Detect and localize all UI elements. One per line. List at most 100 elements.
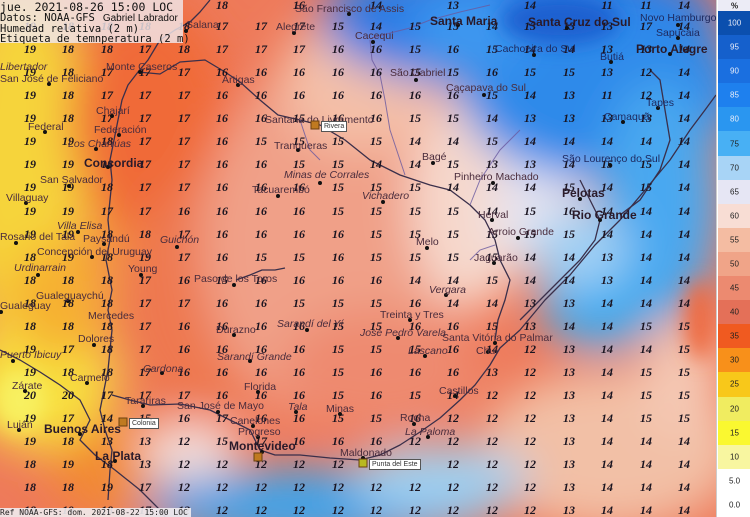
temperature-label: 15 (332, 342, 344, 356)
temperature-label: 14 (640, 250, 652, 264)
temperature-label: 16 (447, 365, 459, 379)
temperature-label: 16 (255, 296, 267, 310)
city-dot (66, 299, 70, 303)
city-dot (423, 354, 427, 358)
temperature-label: 13 (563, 480, 575, 494)
temperature-label: 16 (293, 204, 305, 218)
temperature-label: 14 (563, 273, 575, 287)
temperature-label: 18 (62, 65, 74, 79)
temperature-label: 17 (293, 42, 305, 56)
temperature-label: 17 (216, 411, 228, 425)
temperature-label: 14 (678, 134, 690, 148)
city-label: Montevideo (229, 439, 296, 453)
city-label: Castillos (439, 385, 479, 397)
station-marker-icon[interactable] (358, 458, 368, 468)
temperature-label: 13 (563, 88, 575, 102)
temperature-label: 14 (370, 0, 382, 12)
temperature-label: 13 (563, 365, 575, 379)
city-dot (184, 29, 188, 33)
temperature-label: 18 (101, 457, 113, 471)
humidity-legend: % 100 95 90 85 80 75 70 65 60 55 50 45 40 35 30 25 20 15 1… (716, 0, 750, 517)
temperature-label: 17 (139, 88, 151, 102)
city-label: Luján (7, 419, 33, 431)
temperature-label: 15 (678, 411, 690, 425)
city-dot (486, 350, 490, 354)
temperature-label: 19 (24, 180, 36, 194)
legend-entry: 85 (718, 83, 750, 108)
city-dot (23, 389, 27, 393)
city-label: La Plata (95, 449, 142, 463)
city-dot (0, 310, 3, 314)
temperature-label: 17 (101, 65, 113, 79)
legend-entry: 35 (718, 324, 750, 349)
temperature-label: 17 (139, 111, 151, 125)
city-dot (668, 52, 672, 56)
city-label: Vergara (429, 284, 466, 296)
temperature-label: 13 (524, 111, 536, 125)
temperature-label: 16 (447, 88, 459, 102)
city-dot (609, 60, 613, 64)
legend-entry: 70 (718, 155, 750, 180)
temperature-label: 17 (62, 342, 74, 356)
city-label: Tarariras (125, 395, 166, 407)
temperature-label: 15 (370, 319, 382, 333)
weather-map[interactable]: 18 16 14 13 14 11 11 14 19 18 18 18 18 17 17 17 15 14 15 15… (0, 0, 716, 517)
temperature-label: 12 (486, 434, 498, 448)
temperature-label: 14 (601, 480, 613, 494)
temperature-label: 17 (255, 19, 267, 33)
temperature-label: 12 (447, 434, 459, 448)
city-label: Arroio Grande (488, 226, 554, 238)
temperature-label: 16 (293, 388, 305, 402)
temperature-label: 13 (563, 434, 575, 448)
temperature-label: 16 (178, 319, 190, 333)
temperature-label: 14 (524, 42, 536, 56)
city-dot (76, 230, 80, 234)
city-label: Paysandú (83, 233, 130, 245)
temperature-label: 15 (486, 319, 498, 333)
temperature-label: 14 (678, 111, 690, 125)
temperature-label: 16 (255, 411, 267, 425)
temperature-label: 14 (447, 296, 459, 310)
city-dot (67, 184, 71, 188)
city-dot (305, 328, 309, 332)
temperature-label: 15 (486, 250, 498, 264)
temperature-label: 13 (524, 19, 536, 33)
temperature-label: 16 (178, 204, 190, 218)
temperature-label: 16 (447, 319, 459, 333)
city-label: San José de Feliciano (0, 73, 104, 85)
temperature-label: 14 (678, 157, 690, 171)
city-label: Vichadero (362, 190, 410, 202)
temperature-label: 16 (447, 342, 459, 356)
station-marker-icon[interactable] (310, 120, 320, 130)
temperature-label: 13 (601, 111, 613, 125)
city-dot (347, 12, 351, 16)
temperature-label: 14 (370, 157, 382, 171)
temperature-label: 12 (524, 388, 536, 402)
station-marker-icon[interactable] (118, 417, 128, 427)
city-label: La Paloma (405, 426, 456, 438)
temperature-label: 15 (293, 296, 305, 310)
temperature-label: 12 (524, 457, 536, 471)
temperature-label: 15 (332, 204, 344, 218)
temperature-label: 15 (293, 157, 305, 171)
temperature-label: 14 (678, 19, 690, 33)
temperature-label: 19 (24, 134, 36, 148)
city-dot (492, 261, 496, 265)
temperature-label: 15 (370, 250, 382, 264)
city-dot (676, 36, 680, 40)
temperature-label: 14 (640, 457, 652, 471)
temperature-label: 13 (601, 19, 613, 33)
city-dot (578, 197, 582, 201)
temperature-label: 14 (563, 250, 575, 264)
temperature-label: 15 (409, 388, 421, 402)
temperature-label: 15 (293, 111, 305, 125)
temperature-label: 19 (24, 111, 36, 125)
temperature-label: 16 (409, 365, 421, 379)
temperature-label: 16 (370, 42, 382, 56)
temperature-label: 13 (563, 111, 575, 125)
city-label: Tranqueras (274, 140, 328, 152)
temperature-label: 14 (640, 296, 652, 310)
temperature-label: 13 (139, 434, 151, 448)
temperature-label: 12 (524, 411, 536, 425)
station-marker-icon[interactable] (253, 452, 263, 462)
